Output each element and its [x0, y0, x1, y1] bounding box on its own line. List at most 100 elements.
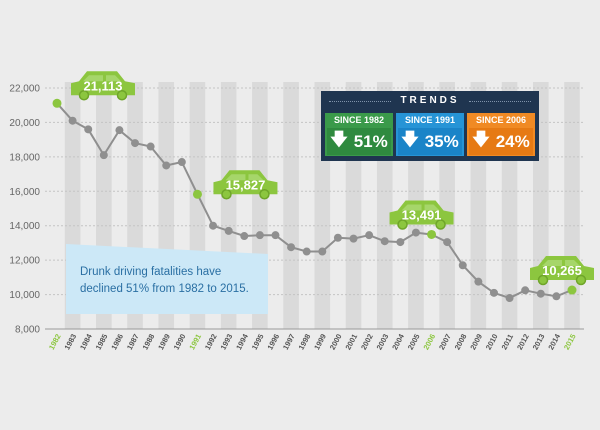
x-tick-label: 2013	[531, 332, 547, 351]
trend-since-1991: SINCE 1991 🡇 35%	[396, 113, 464, 156]
y-tick-label: 14,000	[9, 221, 40, 232]
data-point	[146, 142, 155, 151]
highlight-point	[567, 285, 577, 295]
trends-panel: TRENDS SINCE 1982 🡇 51% SINCE 1991 🡇 35%…	[321, 91, 539, 161]
x-tick-label: 1990	[172, 332, 188, 351]
data-point	[255, 231, 264, 240]
car-wheel-icon	[575, 274, 587, 286]
x-tick-label: 2000	[328, 332, 344, 351]
data-point	[474, 277, 483, 286]
data-point	[505, 294, 514, 303]
car-wheel-icon	[397, 219, 408, 230]
trend-label: SINCE 1982	[333, 115, 385, 125]
car-window-icon	[542, 260, 562, 267]
x-tick-label: 1988	[141, 332, 157, 351]
down-arrow-icon: 🡇	[401, 130, 419, 149]
x-tick-label: 2004	[390, 332, 406, 352]
data-point	[333, 233, 342, 242]
x-tick-label: 2008	[453, 332, 469, 351]
highlight-point	[427, 229, 437, 239]
x-tick-label: 1985	[94, 332, 110, 351]
x-tick-label: 2014	[546, 332, 562, 352]
data-point	[443, 238, 452, 247]
car-wheel-icon	[537, 274, 549, 286]
data-point	[177, 158, 186, 167]
x-tick-label: 2012	[515, 332, 531, 351]
x-tick-label: 2001	[343, 332, 359, 351]
data-point	[552, 292, 561, 301]
x-tick-label: 2005	[406, 332, 422, 351]
x-tick-label: 1991	[187, 332, 203, 351]
trend-label: SINCE 2006	[475, 115, 527, 125]
callout-label: 13,491	[402, 207, 442, 222]
car-body-icon	[213, 170, 278, 195]
x-tick-label: 1987	[125, 332, 141, 351]
car-wheel-icon	[116, 90, 128, 101]
data-point	[302, 247, 311, 256]
data-point	[521, 286, 530, 295]
car-wheel-icon	[435, 219, 446, 230]
trend-value-box: 🡇 24%	[469, 128, 533, 155]
down-arrow-icon: 🡇	[330, 130, 348, 149]
trend-value-box: 🡇 51%	[327, 128, 391, 155]
callout-label: 21,113	[83, 78, 122, 93]
x-tick-label: 2010	[484, 332, 500, 351]
car-wheel-icon	[221, 189, 232, 200]
x-tick-label: 1992	[203, 332, 219, 351]
data-point	[240, 232, 249, 241]
data-point	[99, 151, 108, 160]
x-tick-label: 1997	[281, 332, 297, 351]
trend-since-2006: SINCE 2006 🡇 24%	[467, 113, 535, 156]
y-tick-label: 18,000	[9, 152, 40, 163]
x-tick-label: 1999	[312, 332, 328, 351]
data-point	[209, 221, 218, 230]
data-point	[489, 288, 498, 297]
trend-value: 35%	[424, 131, 459, 151]
y-tick-label: 16,000	[9, 187, 40, 198]
car-window-icon	[225, 174, 246, 181]
data-point	[115, 126, 124, 135]
car-window-icon	[401, 204, 422, 211]
x-tick-label: 1995	[250, 332, 266, 351]
data-point	[458, 261, 467, 270]
trend-value: 51%	[353, 131, 388, 151]
down-arrow-icon: 🡇	[472, 130, 490, 149]
x-tick-label: 1994	[234, 332, 250, 352]
car-wheel-icon	[78, 90, 90, 101]
x-tick-label: 1993	[219, 332, 235, 351]
car-wheel-icon	[259, 189, 270, 200]
trend-value-box: 🡇 35%	[398, 128, 462, 155]
car-window-icon	[565, 260, 580, 267]
data-point	[287, 243, 296, 252]
data-point	[271, 231, 280, 240]
callout-label: 10,265	[542, 263, 582, 278]
data-point	[365, 231, 374, 240]
data-point	[396, 238, 405, 247]
data-point	[162, 161, 171, 170]
car-window-icon	[248, 174, 264, 181]
y-tick-label: 20,000	[9, 118, 40, 129]
car-callout: 10,265	[530, 256, 594, 286]
trend-since-1982: SINCE 1982 🡇 51%	[325, 113, 393, 156]
data-point	[84, 125, 93, 134]
data-point	[318, 247, 327, 256]
x-tick-label: 2002	[359, 332, 375, 351]
x-tick-label: 2006	[421, 332, 437, 351]
x-tick-label: 2007	[437, 332, 453, 351]
data-point	[536, 289, 545, 298]
data-point	[224, 226, 233, 235]
data-point	[131, 139, 140, 148]
y-tick-label: 10,000	[9, 290, 40, 301]
data-point	[380, 237, 389, 246]
trend-label: SINCE 1991	[404, 115, 456, 125]
x-tick-label: 1996	[265, 332, 281, 351]
x-tick-label: 1982	[47, 332, 63, 351]
car-callout: 13,491	[389, 200, 454, 230]
x-tick-label: 1984	[78, 332, 94, 352]
y-tick-label: 8,000	[15, 325, 40, 336]
car-window-icon	[106, 75, 121, 82]
data-point	[68, 116, 77, 125]
x-tick-label: 1983	[63, 332, 79, 351]
